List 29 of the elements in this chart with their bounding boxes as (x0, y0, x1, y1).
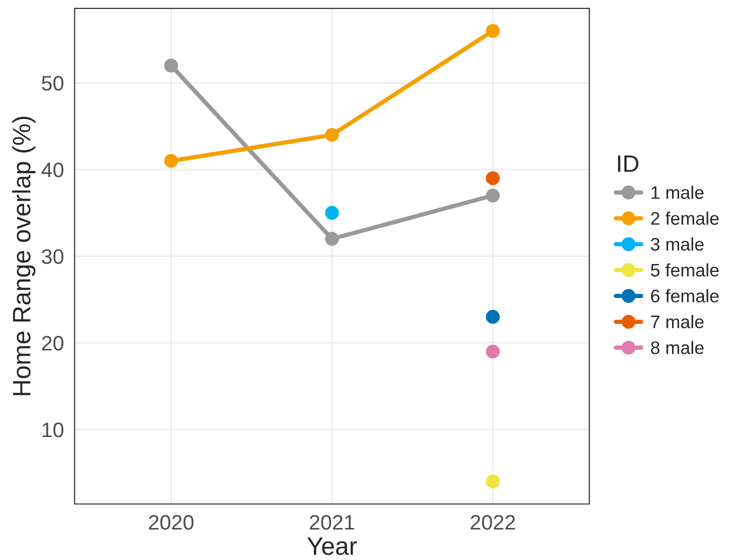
y-axis-title: Home Range overlap (%) (12, 116, 36, 396)
legend-label: 1 male (652, 186, 704, 199)
point (486, 188, 500, 202)
point (486, 171, 500, 186)
point (486, 310, 500, 324)
point (486, 344, 500, 358)
legend-label: 8 male (650, 340, 704, 354)
x-tick-label: 2022 (470, 514, 515, 530)
y-tick-label: 30 (42, 249, 64, 264)
y-tick-label: 50 (42, 76, 64, 91)
point (325, 128, 339, 142)
point (164, 58, 178, 73)
y-tick-label: 10 (42, 422, 64, 438)
x-tick-label: 2021 (310, 514, 354, 530)
legend-label: 2 female (651, 212, 719, 225)
point (486, 474, 500, 488)
y-tick-label: 40 (41, 162, 64, 178)
x-axis-title: Year (307, 538, 357, 555)
legend-label: 6 female (651, 289, 719, 302)
point (164, 154, 178, 168)
legend-label: 5 female (650, 263, 719, 277)
legend-label: 3 male (650, 237, 704, 251)
x-tick-label: 2020 (148, 514, 194, 530)
y-tick-label: 20 (42, 336, 64, 351)
point (325, 232, 339, 246)
point (325, 206, 339, 220)
legend-label: 7 male (651, 315, 704, 328)
legend-title: ID (618, 156, 638, 172)
point (486, 24, 500, 38)
